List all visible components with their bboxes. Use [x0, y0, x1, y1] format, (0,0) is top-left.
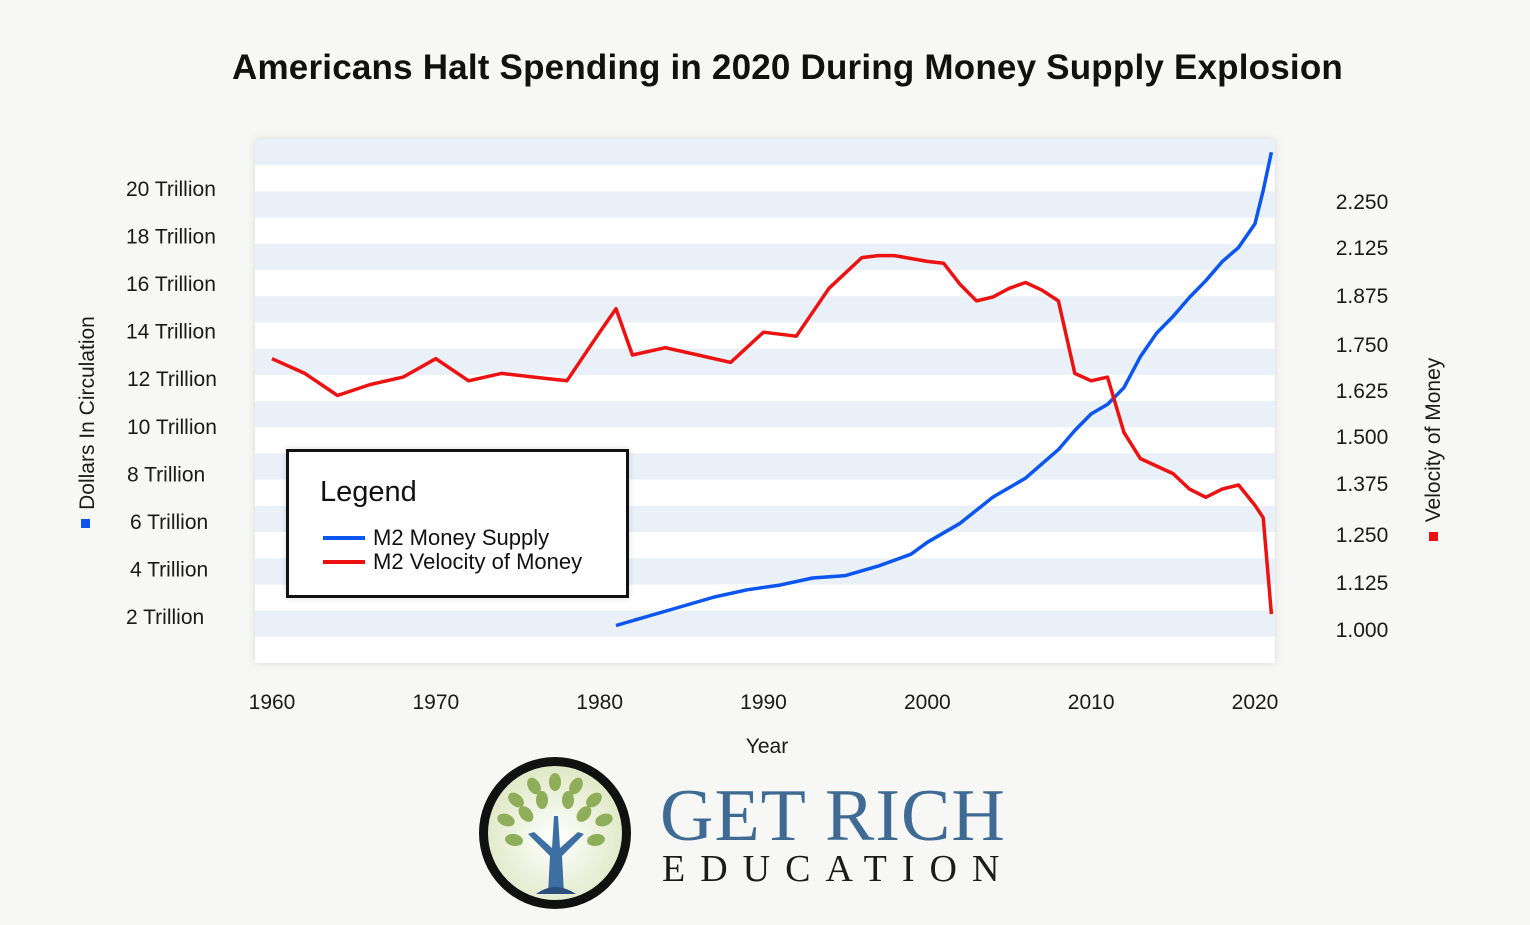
left-tick-label: 16 Trillion	[126, 273, 216, 296]
x-tick-label: 1980	[576, 691, 623, 714]
right-tick-label: 1.875	[1336, 285, 1389, 308]
right-axis-marker	[1429, 532, 1438, 541]
plot-band	[255, 139, 1275, 166]
legend: Legend M2 Money Supply M2 Velocity of Mo…	[286, 449, 629, 598]
left-tick-label: 8 Trillion	[127, 463, 205, 486]
right-tick-label: 1.625	[1336, 380, 1389, 403]
right-tick-label: 2.125	[1336, 237, 1389, 260]
legend-item-velocity: M2 Velocity of Money	[323, 549, 582, 575]
x-axis-ticks: 1960 1970 1980 1990 2000 2010 2020	[249, 691, 1279, 714]
legend-swatch-m2	[323, 536, 365, 540]
x-tick-label: 2020	[1232, 691, 1279, 714]
velocity-of-money-line	[271, 253, 1274, 615]
legend-swatch-velocity	[323, 560, 365, 564]
left-tick-label: 20 Trillion	[126, 178, 216, 201]
money-tree-icon	[479, 757, 631, 909]
legend-label-m2: M2 Money Supply	[373, 525, 550, 550]
logo-text-get-rich: GET RICH	[660, 775, 1006, 857]
left-axis-title: Dollars In Circulation	[76, 316, 99, 510]
right-tick-label: 1.000	[1336, 619, 1389, 642]
m2-money-supply-line	[615, 151, 1274, 628]
plot-band	[255, 610, 1275, 637]
left-tick-label: 14 Trillion	[126, 321, 216, 344]
plot-band	[255, 191, 1275, 218]
x-tick-label: 2000	[904, 691, 951, 714]
right-axis-ticks: 1.000 1.125 1.250 1.375 1.500 1.625 1.750 1.875…	[1336, 191, 1389, 642]
right-tick-label: 1.500	[1336, 426, 1389, 449]
right-tick-label: 1.750	[1336, 334, 1389, 357]
x-tick-label: 1990	[740, 691, 787, 714]
right-axis-title: Velocity of Money	[1422, 357, 1445, 522]
left-axis-marker	[81, 519, 90, 528]
x-tick-label: 1970	[412, 691, 459, 714]
legend-label-velocity: M2 Velocity of Money	[373, 549, 583, 574]
right-tick-label: 1.250	[1336, 524, 1389, 547]
left-tick-label: 12 Trillion	[127, 368, 217, 391]
left-axis-ticks: 2 Trillion 4 Trillion 6 Trillion 8 Trillion…	[126, 178, 217, 629]
left-tick-label: 10 Trillion	[127, 416, 217, 439]
plot-band	[255, 243, 1275, 270]
legend-item-m2: M2 Money Supply	[323, 525, 549, 551]
legend-title: Legend	[320, 476, 417, 508]
right-tick-label: 1.375	[1336, 473, 1389, 496]
x-tick-label: 2010	[1068, 691, 1115, 714]
right-tick-label: 2.250	[1336, 191, 1389, 214]
plot-band	[255, 296, 1275, 323]
left-tick-label: 4 Trillion	[130, 558, 208, 581]
right-tick-label: 1.125	[1336, 572, 1389, 595]
x-axis-title: Year	[746, 735, 788, 758]
left-tick-label: 18 Trillion	[126, 226, 216, 249]
logo	[479, 757, 631, 909]
x-tick-label: 1960	[249, 691, 296, 714]
left-tick-label: 2 Trillion	[126, 606, 204, 629]
left-tick-label: 6 Trillion	[130, 511, 208, 534]
logo-text-education: EDUCATION	[662, 848, 1015, 890]
chart-title: Americans Halt Spending in 2020 During M…	[231, 48, 1343, 87]
plot-band	[255, 348, 1275, 375]
